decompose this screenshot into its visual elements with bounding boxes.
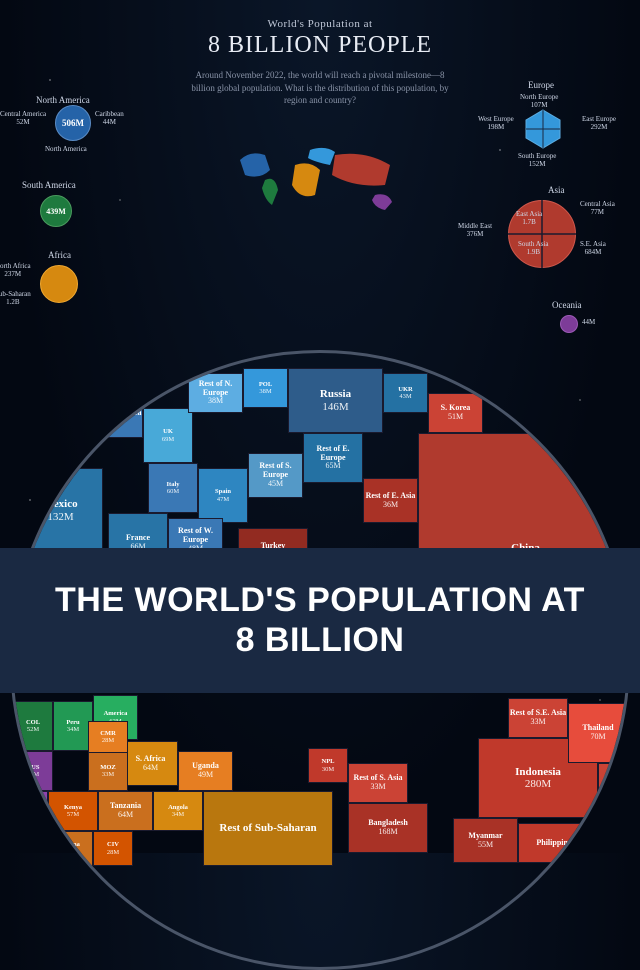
header-intro: Around November 2022, the world will rea… — [190, 69, 450, 107]
country-cell-centralamerica: Central America52M — [83, 398, 143, 438]
africa-sub1: North Africa237M — [0, 262, 31, 278]
asia-sub5: Central Asia77M — [580, 200, 615, 216]
asia-sub3: Middle East376M — [458, 222, 492, 238]
north-america-label: North America — [36, 95, 90, 105]
country-cell-moz: MOZ33M — [88, 751, 128, 791]
africa-circle — [40, 265, 78, 303]
country-cell-restofsasia: Rest of S. Asia33M — [348, 763, 408, 803]
country-cell-tanzania: Tanzania64M — [98, 791, 153, 831]
na-sub1: Central America52M — [0, 110, 46, 126]
europe-label: Europe — [528, 80, 554, 90]
country-cell-civ: CIV28M — [93, 831, 133, 866]
country-cell-otheroceania: Other Oceania — [13, 791, 48, 821]
country-cell-mys: MYS35M — [598, 763, 630, 803]
country-cell-bangladesh: Bangladesh168M — [348, 803, 428, 853]
na-sub2: Caribbean44M — [95, 110, 124, 126]
world-map-icon — [220, 130, 420, 230]
country-cell-angola: Angola34M — [153, 791, 203, 831]
country-cell-safrica: S. Africa64M — [123, 741, 178, 786]
overlay-title: THE WORLD'S POPULATION AT 8 BILLION — [55, 581, 585, 659]
sa-circle: 439M — [40, 195, 72, 227]
title-overlay-band: THE WORLD'S POPULATION AT 8 BILLION — [0, 548, 640, 693]
country-cell-restofeasia: Rest of E. Asia36M — [363, 478, 418, 523]
europe-hex-icon — [522, 108, 564, 150]
na-sub3: North America — [45, 145, 87, 153]
country-cell-uganda: Uganda49M — [178, 751, 233, 791]
country-cell-ukr: UKR43M — [383, 373, 428, 413]
asia-sub4: S.E. Asia684M — [580, 240, 606, 256]
eu-sub3: East Europe292M — [582, 115, 616, 131]
eu-sub1: North Europe107M — [520, 93, 558, 109]
country-cell-restofeeurope: Rest of E. Europe65M — [303, 433, 363, 483]
country-cell-restofseasia: Rest of S.E. Asia33M — [508, 698, 568, 738]
africa-label: Africa — [48, 250, 71, 260]
country-cell-uk: UK69M — [143, 408, 193, 463]
country-cell-peru: Peru34M — [53, 701, 93, 751]
country-cell-restofneurope: Rest of N. Europe38M — [188, 373, 243, 413]
country-cell-russia: Russia146M — [288, 368, 383, 433]
oceania-circle — [560, 315, 578, 333]
country-cell-aus: AUS26M — [13, 751, 53, 791]
country-cell-restofseurope: Rest of S. Europe45M — [248, 453, 303, 498]
asia-sub2: South Asia1.9B — [518, 240, 549, 256]
country-cell-italy: Italy60M — [148, 463, 198, 513]
country-cell-npl: NPL30M — [308, 748, 348, 783]
header-title: 8 BILLION PEOPLE — [0, 32, 640, 59]
south-america-label: South America — [22, 180, 76, 190]
africa-sub2: Sub-Saharan1.2B — [0, 290, 31, 306]
country-cell-myanmar: Myanmar55M — [453, 818, 518, 863]
country-cell-ghana: Ghana33M — [48, 831, 93, 866]
na-circle: 506M — [55, 105, 91, 141]
asia-sub1: East Asia1.7B — [516, 210, 542, 226]
country-cell-col: COL52M — [13, 701, 53, 751]
header-subtitle: World's Population at — [0, 18, 640, 30]
country-cell-philippines: Philippines — [518, 823, 593, 863]
country-cell-cad: CAD39M — [13, 443, 63, 483]
country-cell-skorea: S. Korea51M — [428, 393, 483, 433]
asia-label: Asia — [548, 185, 565, 195]
header: World's Population at 8 BILLION PEOPLE A… — [0, 0, 640, 107]
country-cell-kenya: Kenya57M — [48, 791, 98, 831]
country-cell-spain: Spain47M — [198, 468, 248, 523]
oceania-val: 44M — [582, 318, 595, 326]
country-cell-thailand: Thailand70M — [568, 703, 628, 763]
country-cell-pol: POL38M — [243, 368, 288, 408]
eu-sub4: South Europe152M — [518, 152, 556, 168]
eu-sub2: West Europe198M — [478, 115, 514, 131]
oceania-label: Oceania — [552, 300, 581, 310]
country-cell-restofsubsaharan: Rest of Sub-Saharan — [203, 791, 333, 866]
country-cell-cmr: CMR28M — [88, 721, 128, 753]
